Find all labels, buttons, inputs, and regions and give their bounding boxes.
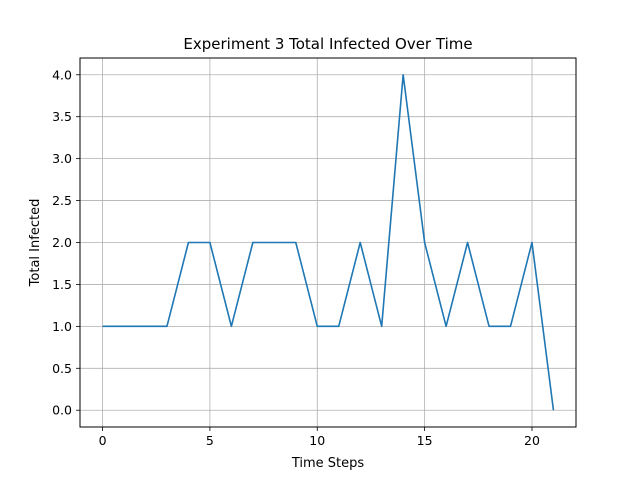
y-tick-label: 0.0 bbox=[52, 403, 72, 418]
y-tick-label: 2.5 bbox=[52, 193, 72, 208]
y-tick-label: 4.0 bbox=[52, 67, 72, 82]
y-tick-label: 1.0 bbox=[52, 319, 72, 334]
x-tick-label: 0 bbox=[99, 433, 107, 448]
x-tick-label: 10 bbox=[309, 433, 325, 448]
chart-title: Experiment 3 Total Infected Over Time bbox=[183, 35, 472, 53]
y-tick-label: 3.0 bbox=[52, 151, 72, 166]
x-axis-label: Time Steps bbox=[291, 456, 365, 471]
y-axis-ticks: 0.0 0.5 1.0 1.5 2.0 2.5 3.0 3.5 4.0 bbox=[52, 67, 80, 418]
x-tick-label: 5 bbox=[206, 433, 214, 448]
series-layer bbox=[102, 73, 555, 411]
y-tick-label: 0.5 bbox=[52, 361, 72, 376]
y-tick-label: 1.5 bbox=[52, 277, 72, 292]
x-tick-label: 15 bbox=[417, 433, 433, 448]
y-tick-label: 2.0 bbox=[52, 235, 72, 250]
y-axis-label: Total Infected bbox=[28, 199, 43, 288]
y-tick-label: 3.5 bbox=[52, 109, 72, 124]
series-line bbox=[102, 73, 555, 411]
x-tick-label: 20 bbox=[524, 433, 540, 448]
x-axis-ticks: 0 5 10 15 20 bbox=[99, 427, 540, 448]
